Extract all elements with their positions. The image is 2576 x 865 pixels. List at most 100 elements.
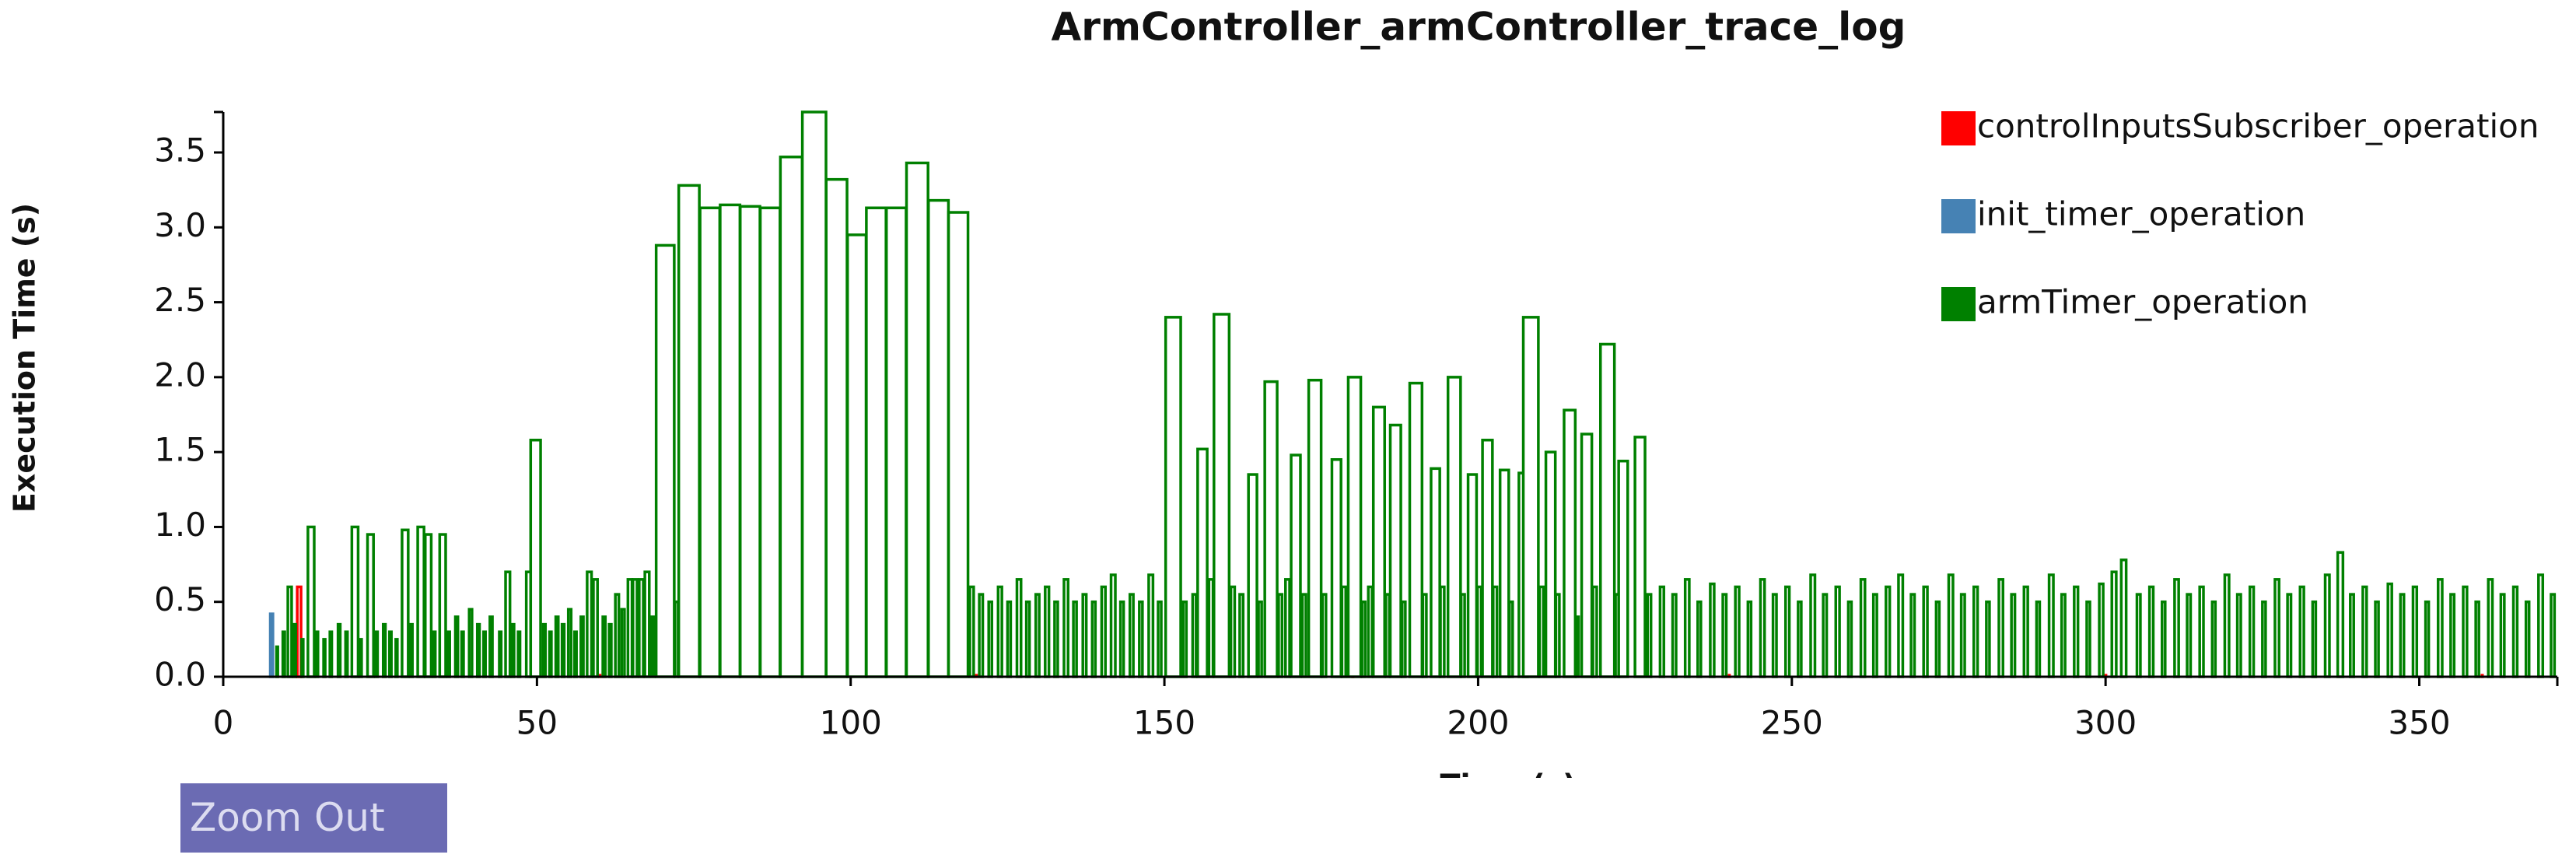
y-tick-label: 1.0 [154,506,206,544]
y-tick-label: 2.5 [154,281,206,319]
bar [1947,573,1955,678]
bar [586,570,593,678]
y-axis-label: Execution Time (s) [8,203,42,513]
bar [529,438,542,678]
bar [1897,573,1905,678]
bar [1015,578,1023,678]
bar [1696,600,1703,678]
bar [579,615,585,678]
bar [374,630,380,678]
bar [1181,600,1188,678]
bar [2261,600,2267,678]
zoom-out-button[interactable]: Zoom Out [180,783,447,853]
bar [1340,585,1347,678]
bar [1459,593,1466,678]
y-tick-label: 0.5 [154,580,206,618]
bar [1997,578,2005,678]
bar [1207,578,1215,678]
bar [1646,593,1653,678]
bar [2073,585,2080,678]
bar [1633,436,1647,678]
bar [800,110,828,678]
bar [738,205,761,678]
bar [1746,600,1753,678]
bar [1859,578,1867,678]
bar [2424,600,2431,678]
bar [573,630,578,678]
series [268,612,275,678]
bar [510,622,516,678]
bar [1580,432,1594,678]
bar [1191,593,1198,678]
bar [698,206,722,678]
bar [905,161,929,678]
bar [516,630,522,678]
bar [1809,573,1817,678]
bar [2235,593,2242,678]
legend-swatch [1941,199,1976,233]
bar [632,578,639,678]
bar [1475,585,1483,678]
bar [2135,593,2142,678]
x-tick-label: 0 [213,704,234,742]
bar [2035,600,2042,678]
bar [2248,585,2256,678]
bar [1247,473,1258,678]
bar [1300,593,1307,678]
bar [2098,582,2105,678]
bar [336,622,342,678]
bar [1100,585,1107,678]
bar [1034,593,1041,678]
bar [1044,585,1051,678]
bar [1446,376,1462,678]
bar [1922,585,1929,678]
bar [824,177,849,678]
bar [2298,585,2305,678]
bar [2323,573,2331,678]
bar [2147,585,2155,678]
bar [424,533,433,678]
bar [1521,316,1540,678]
bar [2462,585,2469,678]
bar [2336,551,2345,678]
x-tick-label: 50 [516,704,558,742]
bar [1408,381,1424,678]
chart-title: ArmController_armController_trace_log [1052,5,1906,50]
bar [1421,593,1428,678]
bar [2449,593,2456,678]
bar [601,615,607,678]
x-tick-label: 100 [820,704,882,742]
bar [548,630,553,678]
bar [359,638,363,678]
bar [1734,585,1741,678]
bar [1783,585,1791,678]
bar [1388,423,1402,678]
legend-swatch [1941,287,1976,321]
bar [2198,585,2205,678]
bar [1213,313,1231,678]
bar [1909,593,1916,678]
bar [314,630,320,678]
bar [1330,458,1342,678]
chart: ArmController_armController_trace_log Ti… [8,5,2559,778]
bar [394,638,399,678]
bar [2022,585,2029,678]
bar [388,630,393,678]
bar [2499,593,2506,678]
bar [884,206,908,678]
bar [614,593,621,678]
bar [1290,454,1302,678]
bar [566,608,573,678]
bar [350,525,360,678]
bar [1053,600,1059,678]
bar [1307,378,1323,678]
bar [1321,593,1328,678]
bar [1959,593,1966,678]
bar [1617,459,1629,678]
bar [292,622,297,678]
legend-label: controlInputsSubscriber_operation [1977,107,2539,145]
bar [281,630,286,678]
x-tick-label: 350 [2388,704,2450,742]
x-tick-label: 200 [1447,704,1509,742]
